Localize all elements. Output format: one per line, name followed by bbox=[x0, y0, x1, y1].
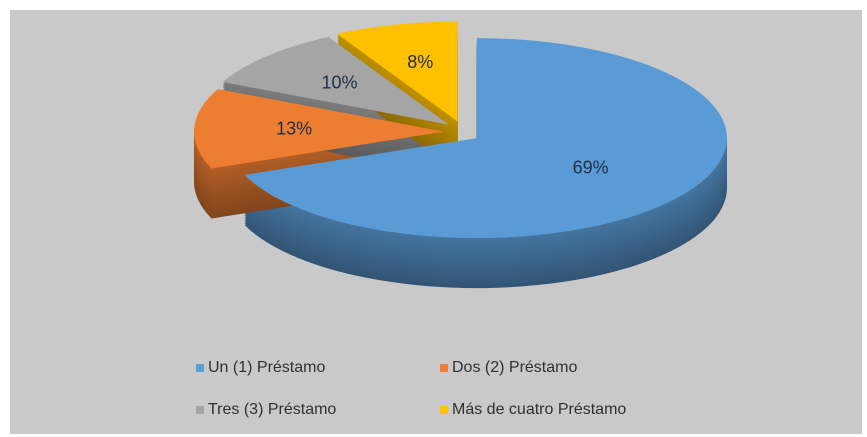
legend-swatch bbox=[196, 364, 204, 372]
data-label: 8% bbox=[407, 52, 433, 72]
legend-label: Más de cuatro Préstamo bbox=[452, 401, 626, 418]
data-label: 13% bbox=[276, 119, 312, 139]
legend-label: Dos (2) Préstamo bbox=[452, 359, 577, 376]
slice bbox=[194, 89, 445, 169]
data-label: 69% bbox=[573, 158, 609, 178]
legend-label: Tres (3) Préstamo bbox=[208, 401, 336, 418]
slice bbox=[222, 36, 449, 125]
slice bbox=[244, 38, 727, 239]
legend-swatch bbox=[440, 406, 448, 414]
legend-swatch bbox=[196, 406, 204, 414]
legend-swatch bbox=[440, 364, 448, 372]
legend-label: Un (1) Préstamo bbox=[208, 359, 325, 376]
data-label: 10% bbox=[322, 72, 358, 92]
slice bbox=[337, 21, 458, 122]
